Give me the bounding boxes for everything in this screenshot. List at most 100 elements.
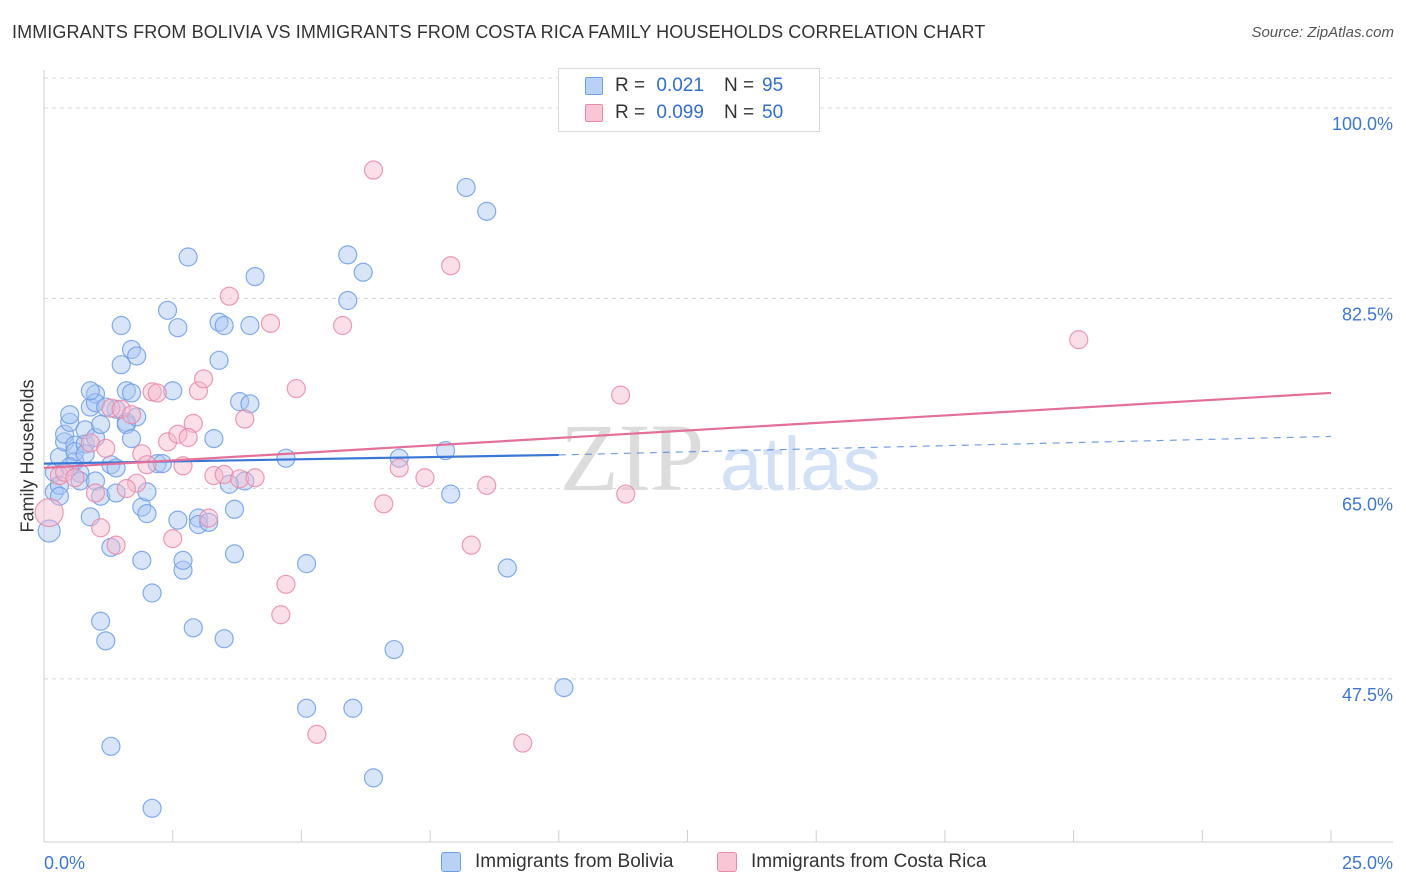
series-legend: Immigrants from Bolivia Immigrants from … [0,851,1406,877]
bolivia-point [147,454,167,474]
legend-r-value: 0.099 [656,102,704,123]
bolivia-point [296,554,317,574]
costa-rica-point [1069,330,1089,350]
bolivia-point [91,414,111,435]
costa-rica-point [260,313,281,333]
costa-rica-point [389,458,409,478]
bolivia-point [80,381,100,401]
costa-rica-point [85,483,106,503]
costa-rica-point [193,369,214,389]
bolivia-point [435,440,456,461]
costa-rica-point [276,574,296,594]
costa-rica-trend-line [43,391,1332,470]
y-tick-label: 100.0% [1332,114,1393,134]
costa-rica-point [363,160,384,180]
legend-swatch-costa-rica [717,852,737,872]
bolivia-point [188,508,209,528]
legend-swatch-bolivia [585,77,603,95]
costa-rica-point [65,468,85,488]
bolivia-point [111,355,131,375]
bolivia-point [132,497,152,517]
costa-rica-point [610,385,631,405]
costa-rica-point [332,315,353,336]
bolivia-point [477,201,497,221]
bolivia-point [224,499,245,519]
bolivia-point [163,381,183,401]
bolivia-point [142,583,162,603]
costa-rica-point [477,475,497,495]
costa-rica-point [199,508,219,528]
bolivia-point [121,429,142,449]
watermark: ZIP atlas [560,404,881,511]
bolivia-point [137,504,157,524]
bolivia-trend-line [43,453,559,465]
costa-rica-point [461,535,481,555]
tick-labels: 100.0% 82.5% 65.0% 47.5% 0.0% 25.0% [44,114,1393,873]
costa-rica-point [91,518,111,538]
costa-rica-point [106,535,126,555]
costa-rica-point [157,432,178,452]
series-bolivia-points [37,177,574,818]
costa-rica-point [374,494,394,514]
y-tick-label: 65.0% [1342,495,1393,515]
bolivia-point [240,394,260,414]
bolivia-point [209,312,229,332]
bolivia-point [219,474,239,494]
correlation-legend: R = 0.021 N = 95 R = 0.099 N = 50 [558,68,820,132]
bolivia-point [152,454,173,474]
bolivia-point [106,483,126,503]
bolivia-point [338,245,358,265]
bolivia-point [384,639,404,660]
bolivia-point [54,432,75,452]
legend-r-value: 0.021 [656,75,704,96]
bolivia-point [96,631,116,651]
bolivia-point [456,177,476,198]
bolivia-point [70,471,90,491]
bolivia-point [91,611,111,631]
bolivia-point [240,315,260,336]
bolivia-point [116,414,136,435]
bolivia-point [101,736,121,756]
costa-rica-point [137,455,157,475]
legend-swatch-bolivia [441,852,461,872]
costa-rica-point [415,468,435,488]
legend-row-bolivia: R = 0.021 N = 95 [585,74,783,98]
bolivia-point [60,412,80,432]
costa-rica-point [219,286,239,306]
y-tick-label: 82.5% [1342,304,1393,324]
bolivia-trend-extension [558,435,1332,456]
costa-rica-point [101,398,121,418]
bolivia-point [204,429,224,449]
watermark-atlas: atlas [720,422,881,507]
bolivia-point [183,618,203,638]
bolivia-point [111,315,131,336]
bolivia-point [441,484,461,504]
costa-rica-point [34,497,64,528]
x-tick-label: 25.0% [1342,853,1393,873]
bolivia-point [142,798,162,818]
bolivia-point [173,560,193,580]
axes [43,70,1393,843]
bolivia-point [363,768,384,788]
legend-n-label: N = [723,102,755,123]
costa-rica-point [147,383,167,403]
costa-rica-point [163,529,183,549]
costa-rica-point [127,473,147,493]
legend-r-label: R = [615,102,646,123]
legend-swatch-costa-rica [585,104,603,122]
x-tick-label: 0.0% [44,853,85,873]
legend-label-bolivia: Immigrants from Bolivia [475,851,674,872]
costa-rica-point [183,413,203,433]
bolivia-point [343,698,363,718]
bolivia-point [91,486,111,506]
costa-rica-point [235,409,255,429]
costa-rica-point [230,469,250,489]
bolivia-point [554,677,574,698]
costa-rica-point [245,468,265,488]
bolivia-point [121,339,142,360]
costa-rica-point [178,427,198,448]
bolivia-point [127,346,147,366]
bolivia-point [497,558,517,578]
legend-n-value: 95 [762,75,784,96]
